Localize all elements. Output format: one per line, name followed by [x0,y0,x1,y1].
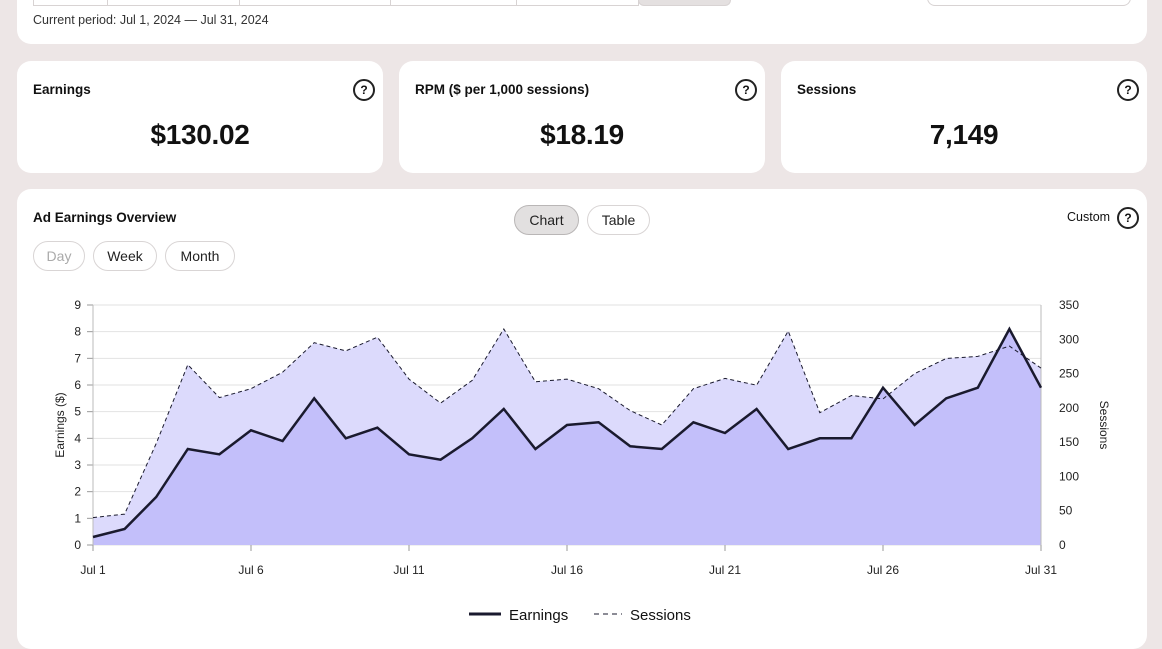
granularity-day-button[interactable]: Day [33,241,85,271]
filter-card: Current period: Jul 1, 2024 — Jul 31, 20… [17,0,1147,44]
y-tick-label: 7 [74,351,81,365]
y-tick-label: 9 [74,298,81,312]
x-tick-label: Jul 6 [238,563,264,577]
stat-card-sessions: Sessions ? 7,149 [781,61,1147,173]
stat-value: 7,149 [929,119,999,150]
stat-value: $18.19 [540,119,624,150]
x-tick-label: Jul 31 [1025,563,1057,577]
y2-axis-title: Sessions [1097,401,1111,450]
current-period-text: Current period: Jul 1, 2024 — Jul 31, 20… [33,13,269,27]
stat-card-earnings: Earnings ? $130.02 [17,61,383,173]
legend-label-earnings: Earnings [509,607,568,624]
y2-tick-label: 300 [1059,332,1079,346]
y-tick-label: 0 [74,538,81,552]
stat-title: Sessions [797,82,857,97]
y2-tick-label: 100 [1059,469,1079,483]
y-axis-title: Earnings ($) [53,392,67,457]
y2-tick-label: 150 [1059,435,1079,449]
y2-tick-label: 250 [1059,367,1079,381]
y-tick-label: 6 [74,378,81,392]
x-tick-label: Jul 11 [393,563,424,577]
question-circle-icon[interactable]: ? [1117,79,1139,101]
y2-tick-label: 350 [1059,298,1079,312]
y-tick-label: 1 [74,511,81,525]
x-tick-label: Jul 26 [867,563,899,577]
stat-title: Earnings [33,82,91,97]
legend-label-sessions: Sessions [630,607,691,624]
overview-title: Ad Earnings Overview [33,210,177,225]
stat-card-rpm: RPM ($ per 1,000 sessions) ? $18.19 [399,61,765,173]
y-tick-label: 5 [74,405,81,419]
custom-label[interactable]: Custom [1067,210,1111,224]
stat-value: $130.02 [150,119,250,150]
y2-tick-label: 0 [1059,538,1066,552]
earnings-sessions-chart: 0 1 2 3 4 5 6 7 8 9 0 50 100 150 200 250 300 350 Jul 1 Jul … [53,298,1111,624]
question-circle-icon[interactable]: ? [735,79,757,101]
question-circle-icon[interactable]: ? [353,79,375,101]
y2-tick-label: 200 [1059,401,1079,415]
y-tick-label: 4 [74,431,81,445]
y2-tick-label: 50 [1059,504,1073,518]
y-tick-label: 8 [74,325,81,339]
x-tick-label: Jul 16 [551,563,583,577]
x-tick-label: Jul 1 [80,563,106,577]
sessions-line [92,328,1042,519]
question-circle-icon[interactable]: ? [1117,207,1139,229]
tab-table[interactable]: Table [587,205,650,235]
y-tick-label: 2 [74,485,81,499]
x-tick-label: Jul 21 [709,563,741,577]
stat-title: RPM ($ per 1,000 sessions) [415,82,590,97]
earnings-line [92,326,1043,539]
y-tick-label: 3 [74,458,81,472]
granularity-month-button[interactable]: Month [165,241,235,271]
granularity-week-button[interactable]: Week [93,241,157,271]
tab-chart[interactable]: Chart [514,205,579,235]
earnings-area [93,329,1041,545]
